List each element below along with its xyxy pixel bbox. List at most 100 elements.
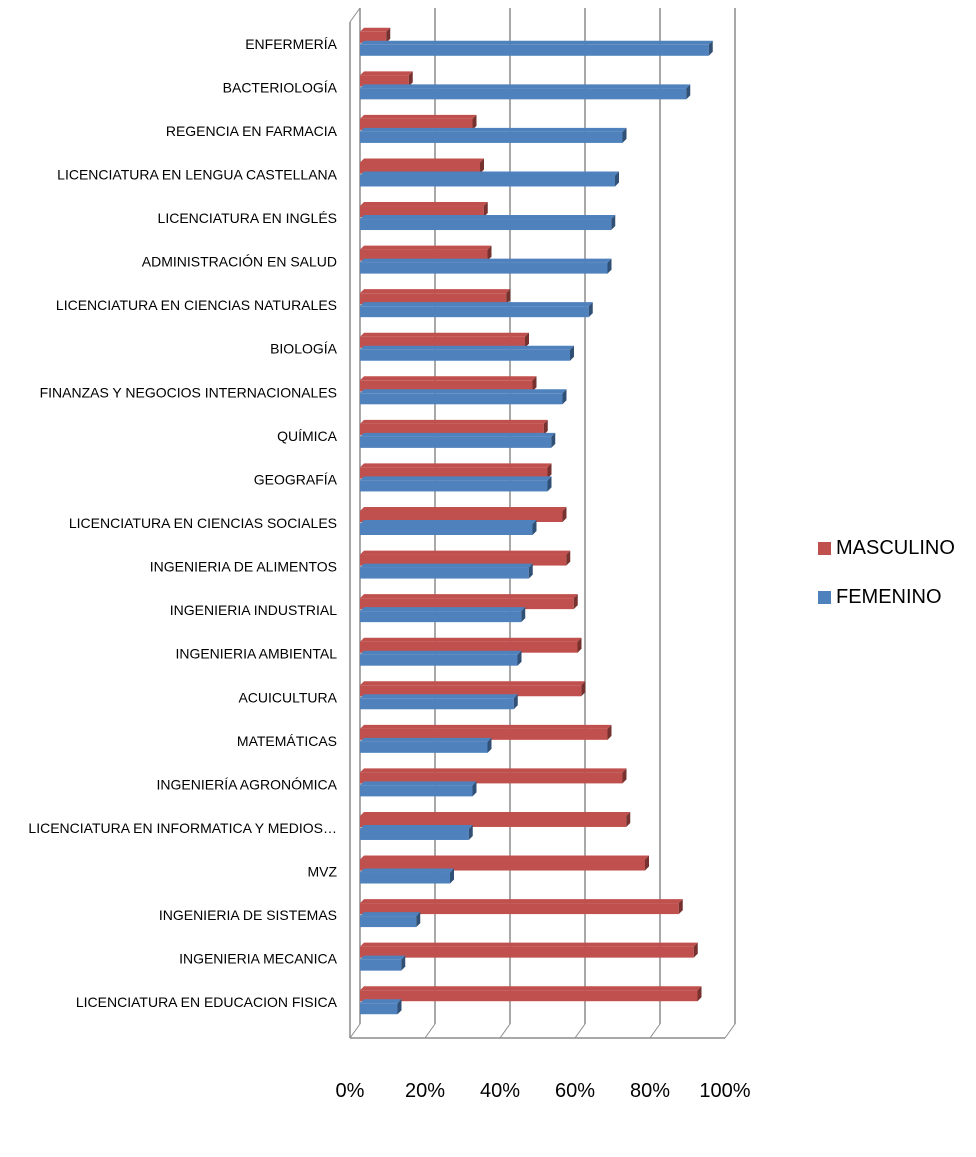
category-label: INGENIERÍA AGRONÓMICA	[157, 776, 338, 792]
category-label: ADMINISTRACIÓN EN SALUD	[142, 254, 337, 270]
bar-top-face-femenino	[360, 171, 619, 176]
bar-end-face	[588, 302, 593, 318]
category-label: INGENIERIA DE ALIMENTOS	[150, 559, 337, 575]
bar-end-face	[607, 258, 612, 274]
bar-femenino	[360, 1003, 398, 1015]
bar-end-face	[645, 855, 649, 871]
bar-end-face	[547, 476, 552, 492]
bar-end-face	[468, 824, 473, 840]
bar-end-face	[566, 550, 571, 566]
bar-femenino	[360, 741, 488, 753]
bar-top-face-masculino	[360, 724, 612, 729]
bar-femenino	[360, 872, 450, 884]
bar-femenino	[360, 349, 570, 361]
bar-masculino	[360, 75, 409, 87]
bar-top-face-femenino	[360, 40, 713, 45]
legend-label: MASCULINO	[836, 537, 955, 559]
bar-top-face-masculino	[360, 550, 571, 555]
bar-end-face	[397, 999, 402, 1015]
bar-top-face-femenino	[360, 302, 593, 307]
bar-end-face	[570, 345, 574, 361]
category-label: BACTERIOLOGÍA	[223, 79, 338, 95]
bar-top-face-femenino	[360, 781, 477, 786]
bar-femenino	[360, 44, 709, 56]
bar-top-face-femenino	[360, 258, 612, 263]
bar-top-face-masculino	[360, 376, 537, 381]
bar-top-face-masculino	[360, 419, 548, 424]
bar-end-face	[525, 332, 529, 348]
category-label: REGENCIA EN FARMACIA	[166, 123, 338, 139]
chart-axes	[349, 7, 725, 1039]
bar-top-face-femenino	[360, 84, 691, 89]
bar-femenino	[360, 436, 552, 448]
bar-top-face-femenino	[360, 476, 552, 481]
bar-top-face-femenino	[360, 389, 567, 394]
category-label: GEOGRAFÍA	[254, 471, 338, 487]
bar-top-face-femenino	[360, 955, 406, 960]
bar-end-face	[573, 594, 578, 610]
bars	[360, 27, 713, 1015]
bar-end-face	[693, 942, 698, 958]
floor-gridline	[349, 1023, 361, 1039]
category-label: MVZ	[307, 864, 337, 880]
bar-femenino	[360, 654, 518, 666]
floor-gridline	[424, 1023, 436, 1039]
bar-top-face-masculino	[360, 463, 552, 468]
bar-top-face-masculino	[360, 245, 492, 250]
bar-femenino	[360, 828, 469, 840]
bar-top-face-masculino	[360, 71, 413, 76]
legend-swatch	[818, 542, 831, 555]
bar-masculino	[360, 423, 544, 435]
bar-end-face	[708, 40, 713, 56]
bar-end-face	[532, 520, 537, 535]
x-tick-label: 20%	[405, 1080, 445, 1102]
bar-end-face	[408, 71, 413, 87]
bar-top-face-masculino	[360, 637, 582, 642]
category-label: INGENIERIA MECANICA	[179, 951, 338, 967]
x-tick-label: 100%	[699, 1080, 750, 1102]
bar-end-face	[480, 158, 484, 174]
bar-masculino	[360, 511, 563, 522]
bar-end-face	[513, 694, 518, 710]
category-labels: ENFERMERÍA BACTERIOLOGÍA REGENCIA EN FARMA…	[28, 36, 337, 1010]
floor-gridline	[649, 1023, 661, 1039]
category-label: LICENCIATURA EN EDUCACION FISICA	[76, 994, 338, 1010]
bar-masculino	[360, 990, 698, 1002]
bar-femenino	[360, 393, 563, 405]
bar-femenino	[360, 219, 612, 231]
category-label: QUÍMICA	[277, 428, 338, 444]
bar-femenino	[360, 88, 687, 100]
bar-masculino	[360, 380, 533, 392]
bar-end-face	[472, 114, 477, 130]
bar-end-face	[487, 245, 492, 261]
category-label: LICENCIATURA EN LENGUA CASTELLANA	[57, 166, 337, 182]
bar-end-face	[543, 419, 548, 435]
category-label: MATEMÁTICAS	[237, 733, 337, 749]
bar-end-face	[517, 650, 522, 666]
bar-masculino	[360, 598, 574, 610]
bar-masculino	[360, 946, 694, 958]
legend-label: FEMENINO	[836, 586, 942, 608]
bar-masculino	[360, 685, 582, 697]
bar-masculino	[360, 554, 567, 566]
bar-masculino	[360, 728, 608, 740]
bar-end-face	[678, 899, 683, 915]
category-label: INGENIERIA DE SISTEMAS	[159, 907, 337, 923]
category-label: INGENIERIA AMBIENTAL	[175, 646, 337, 662]
bar-masculino	[360, 859, 645, 871]
bar-end-face	[487, 737, 492, 753]
bar-top-face-femenino	[360, 607, 526, 612]
bar-end-face	[547, 463, 552, 479]
bar-end-face	[401, 955, 406, 971]
bar-end-face	[697, 986, 702, 1002]
category-label: ACUICULTURA	[238, 689, 337, 705]
x-tick-label: 80%	[630, 1080, 670, 1102]
x-tick-label: 0%	[336, 1080, 365, 1102]
bar-femenino	[360, 611, 522, 623]
x-tick-label: 40%	[480, 1080, 520, 1102]
bar-top-face-femenino	[360, 694, 518, 699]
bar-femenino	[360, 524, 533, 535]
bar-top-face-femenino	[360, 824, 473, 829]
bar-top-face-femenino	[360, 912, 421, 917]
